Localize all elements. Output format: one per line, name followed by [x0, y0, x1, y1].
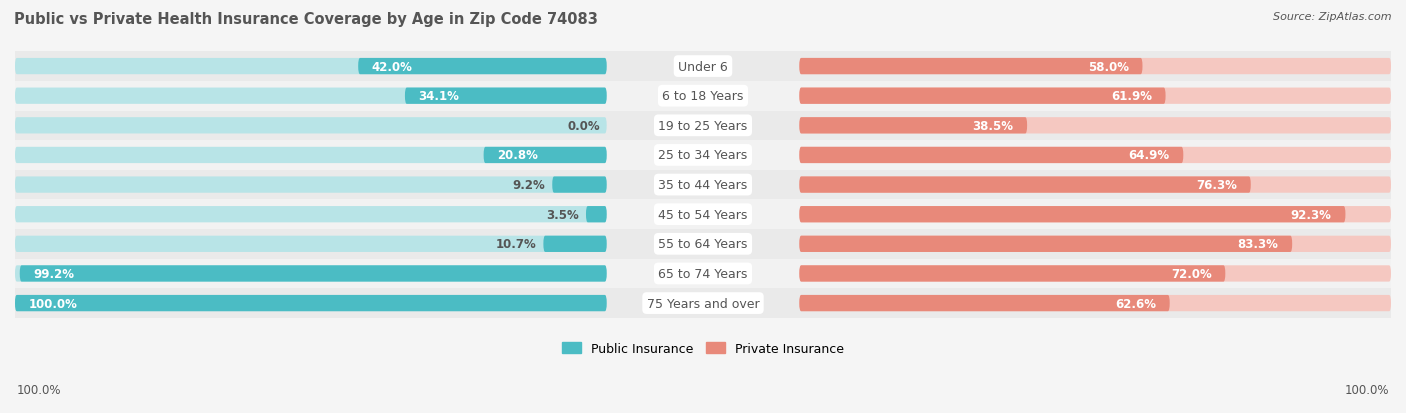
FancyBboxPatch shape	[586, 206, 606, 223]
Bar	[15, 230, 1391, 259]
Text: 19 to 25 Years: 19 to 25 Years	[658, 119, 748, 133]
FancyBboxPatch shape	[800, 177, 1391, 193]
Bar	[15, 200, 1391, 230]
Bar	[15, 82, 1391, 111]
Text: 20.8%: 20.8%	[498, 149, 538, 162]
FancyBboxPatch shape	[800, 147, 1391, 164]
Text: 34.1%: 34.1%	[419, 90, 460, 103]
FancyBboxPatch shape	[800, 236, 1391, 252]
Text: 42.0%: 42.0%	[373, 60, 413, 74]
Text: 100.0%: 100.0%	[28, 297, 77, 310]
Text: 100.0%: 100.0%	[1344, 384, 1389, 396]
Text: Under 6: Under 6	[678, 60, 728, 74]
Bar	[15, 289, 1391, 318]
FancyBboxPatch shape	[800, 295, 1391, 311]
Text: 3.5%: 3.5%	[547, 208, 579, 221]
Bar	[15, 170, 1391, 200]
Text: 25 to 34 Years: 25 to 34 Years	[658, 149, 748, 162]
Text: 76.3%: 76.3%	[1197, 179, 1237, 192]
FancyBboxPatch shape	[15, 295, 606, 311]
Text: 100.0%: 100.0%	[17, 384, 62, 396]
FancyBboxPatch shape	[15, 295, 606, 311]
FancyBboxPatch shape	[15, 59, 606, 75]
FancyBboxPatch shape	[15, 206, 606, 223]
FancyBboxPatch shape	[800, 295, 1170, 311]
FancyBboxPatch shape	[800, 118, 1391, 134]
Text: 83.3%: 83.3%	[1237, 238, 1278, 251]
FancyBboxPatch shape	[15, 236, 606, 252]
FancyBboxPatch shape	[15, 177, 606, 193]
FancyBboxPatch shape	[405, 88, 606, 104]
FancyBboxPatch shape	[15, 118, 606, 134]
Text: 10.7%: 10.7%	[496, 238, 537, 251]
Text: 61.9%: 61.9%	[1111, 90, 1152, 103]
FancyBboxPatch shape	[553, 177, 606, 193]
Text: 62.6%: 62.6%	[1115, 297, 1156, 310]
FancyBboxPatch shape	[800, 88, 1166, 104]
Legend: Public Insurance, Private Insurance: Public Insurance, Private Insurance	[557, 337, 849, 360]
Text: 64.9%: 64.9%	[1129, 149, 1170, 162]
FancyBboxPatch shape	[800, 118, 1028, 134]
Text: 99.2%: 99.2%	[34, 267, 75, 280]
FancyBboxPatch shape	[800, 88, 1391, 104]
Text: 9.2%: 9.2%	[513, 179, 546, 192]
FancyBboxPatch shape	[15, 266, 606, 282]
FancyBboxPatch shape	[359, 59, 606, 75]
Text: 0.0%: 0.0%	[567, 119, 600, 133]
Text: 58.0%: 58.0%	[1088, 60, 1129, 74]
FancyBboxPatch shape	[20, 266, 606, 282]
FancyBboxPatch shape	[15, 147, 606, 164]
FancyBboxPatch shape	[484, 147, 606, 164]
Text: 75 Years and over: 75 Years and over	[647, 297, 759, 310]
Text: 35 to 44 Years: 35 to 44 Years	[658, 179, 748, 192]
Text: 55 to 64 Years: 55 to 64 Years	[658, 238, 748, 251]
Text: 38.5%: 38.5%	[973, 119, 1014, 133]
Text: 92.3%: 92.3%	[1291, 208, 1331, 221]
FancyBboxPatch shape	[15, 88, 606, 104]
Bar	[15, 141, 1391, 170]
Text: 72.0%: 72.0%	[1171, 267, 1212, 280]
Bar	[15, 259, 1391, 289]
FancyBboxPatch shape	[800, 266, 1391, 282]
Bar	[15, 52, 1391, 82]
Bar	[15, 111, 1391, 141]
Text: 65 to 74 Years: 65 to 74 Years	[658, 267, 748, 280]
Text: 6 to 18 Years: 6 to 18 Years	[662, 90, 744, 103]
FancyBboxPatch shape	[800, 206, 1391, 223]
FancyBboxPatch shape	[800, 59, 1143, 75]
FancyBboxPatch shape	[800, 147, 1184, 164]
FancyBboxPatch shape	[800, 177, 1251, 193]
FancyBboxPatch shape	[543, 236, 606, 252]
Text: Public vs Private Health Insurance Coverage by Age in Zip Code 74083: Public vs Private Health Insurance Cover…	[14, 12, 598, 27]
FancyBboxPatch shape	[800, 236, 1292, 252]
FancyBboxPatch shape	[800, 59, 1391, 75]
FancyBboxPatch shape	[800, 266, 1226, 282]
FancyBboxPatch shape	[800, 206, 1346, 223]
Text: Source: ZipAtlas.com: Source: ZipAtlas.com	[1274, 12, 1392, 22]
Text: 45 to 54 Years: 45 to 54 Years	[658, 208, 748, 221]
